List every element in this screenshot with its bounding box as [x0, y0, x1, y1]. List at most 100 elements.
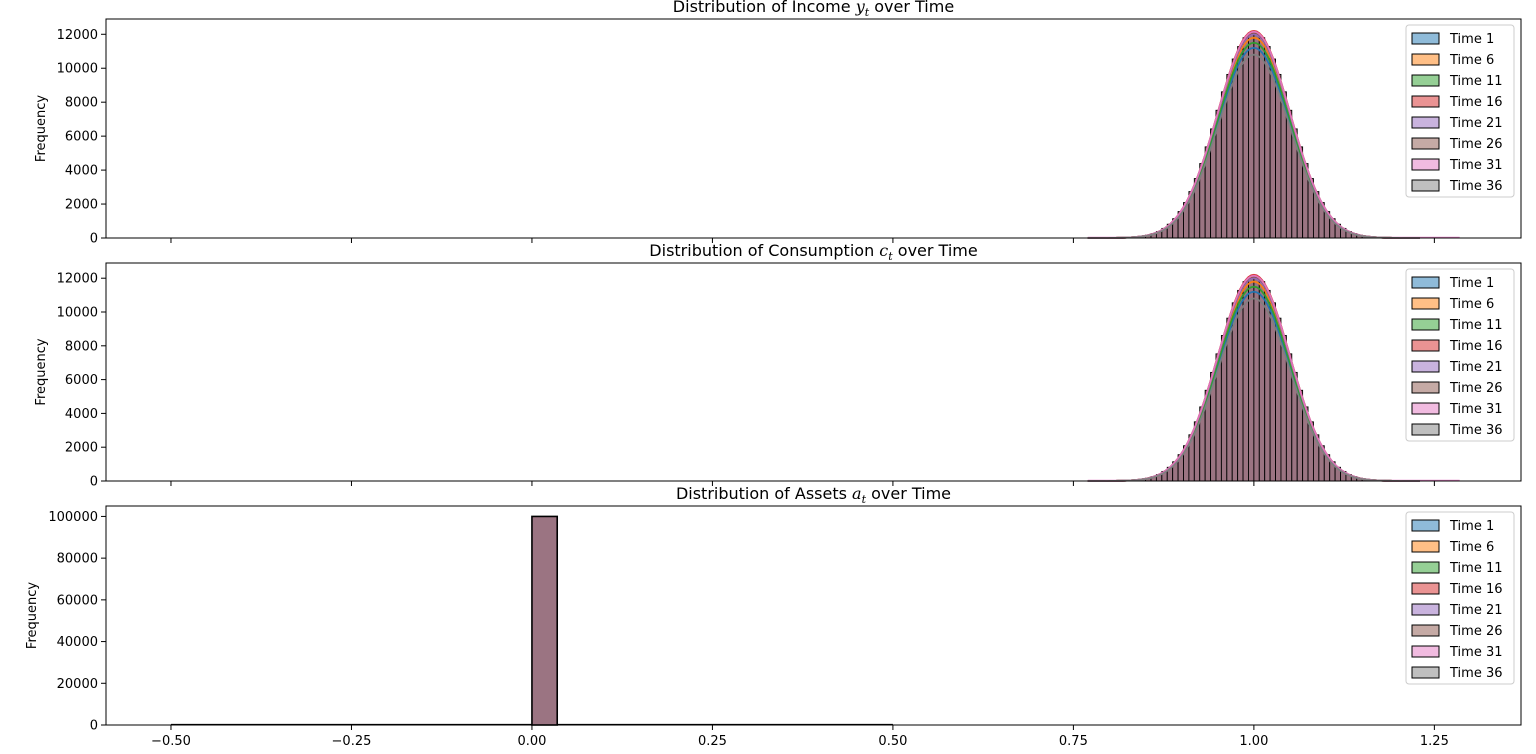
legend-swatch — [1411, 95, 1440, 108]
legend-label: Time 31 — [1449, 402, 1503, 417]
title-variable: a — [852, 484, 862, 503]
histogram-bar — [1248, 276, 1255, 482]
histogram-bar — [1237, 289, 1244, 482]
legend-label: Time 16 — [1449, 582, 1503, 597]
title-text: Distribution of Assets — [676, 484, 852, 503]
title-subscript: t — [865, 6, 870, 19]
y-tick-label: 6000 — [65, 130, 98, 145]
y-tick-label: 40000 — [57, 635, 98, 650]
consumption-histogram-panel: Distribution of Consumption ct over Time… — [34, 241, 1522, 490]
legend-label: Time 31 — [1449, 645, 1503, 660]
legend-label: Time 11 — [1449, 561, 1503, 576]
y-tick-label: 10000 — [57, 62, 98, 77]
histogram-bar — [1264, 46, 1271, 239]
title-text: Distribution of Income — [673, 0, 856, 16]
y-tick-label: 8000 — [65, 96, 98, 111]
legend-label: Time 1 — [1449, 276, 1494, 291]
title-subscript: t — [862, 493, 867, 506]
plot-title: Distribution of Consumption ct over Time — [649, 241, 977, 263]
x-tick-label: −0.25 — [332, 734, 372, 749]
legend-swatch — [1411, 179, 1440, 192]
title-text: Distribution of Consumption — [649, 241, 879, 260]
legend-box — [1405, 511, 1515, 685]
y-tick-label: 8000 — [65, 339, 98, 354]
legend-label: Time 11 — [1449, 74, 1503, 89]
y-axis-label: Frequency — [25, 582, 40, 649]
legend-swatch — [1411, 74, 1440, 87]
legend-swatch — [1411, 561, 1440, 574]
legend-swatch — [1411, 519, 1440, 532]
x-tick-label: 0.75 — [1059, 734, 1088, 749]
legend-label: Time 36 — [1449, 666, 1503, 681]
kde-curve — [1087, 53, 1420, 239]
y-axis-label: Frequency — [34, 95, 49, 162]
assets-histogram-panel: Distribution of Assets at over Time Frequ… — [25, 484, 1522, 749]
histogram-bar — [1242, 37, 1249, 239]
legend-swatch — [1411, 624, 1440, 637]
y-tick-label: 12000 — [57, 28, 98, 43]
title-text: over Time — [893, 241, 978, 260]
title-variable: y — [855, 0, 866, 16]
y-tick-label: 80000 — [57, 552, 98, 567]
histogram-bar — [1248, 32, 1255, 239]
legend-swatch — [1411, 318, 1440, 331]
plot-title: Distribution of Assets at over Time — [676, 484, 951, 506]
axes-frame — [105, 505, 1522, 726]
legend-label: Time 26 — [1449, 381, 1503, 396]
title-variable: c — [879, 241, 888, 260]
legend-swatch — [1411, 116, 1440, 129]
y-tick-label: 4000 — [65, 407, 98, 422]
legend-swatch — [1411, 297, 1440, 310]
title-text: over Time — [869, 0, 954, 16]
histogram-bar — [1258, 281, 1266, 482]
title-text: over Time — [866, 484, 951, 503]
histogram-bar — [1242, 281, 1249, 482]
x-tick-label: 1.00 — [1239, 734, 1268, 749]
x-tick-label: 0.25 — [698, 734, 727, 749]
legend-swatch — [1411, 381, 1440, 394]
legend-label: Time 21 — [1449, 116, 1503, 131]
legend-label: Time 21 — [1449, 603, 1503, 618]
legend-label: Time 6 — [1449, 540, 1494, 555]
legend-label: Time 36 — [1449, 179, 1503, 194]
histogram-bar — [1253, 32, 1260, 239]
legend-label: Time 26 — [1449, 624, 1503, 639]
histogram-bar — [531, 515, 559, 726]
legend-box — [1405, 24, 1515, 198]
y-tick-label: 0 — [90, 232, 98, 247]
legend-swatch — [1411, 540, 1440, 553]
legend-swatch — [1411, 32, 1440, 45]
y-tick-label: 6000 — [65, 373, 98, 388]
y-tick-label: 0 — [90, 475, 98, 490]
histogram-bar — [1231, 58, 1239, 239]
y-tick-label: 10000 — [57, 306, 98, 321]
legend-label: Time 31 — [1449, 158, 1503, 173]
histogram-bar — [1269, 58, 1276, 239]
legend-label: Time 16 — [1449, 95, 1503, 110]
y-tick-label: 60000 — [57, 593, 98, 608]
histogram-bar — [1258, 37, 1266, 239]
legend-swatch — [1411, 53, 1440, 66]
legend-swatch — [1411, 276, 1440, 289]
histogram-bar — [1231, 302, 1239, 482]
legend-swatch — [1411, 666, 1440, 679]
legend-label: Time 36 — [1449, 423, 1503, 438]
x-tick-label: −0.50 — [151, 734, 191, 749]
legend-label: Time 21 — [1449, 360, 1503, 375]
y-tick-label: 20000 — [57, 677, 98, 692]
legend-swatch — [1411, 423, 1440, 436]
x-tick-label: 0.50 — [878, 734, 907, 749]
income-histogram-panel: Distribution of Income yt over Time Frequ… — [34, 0, 1522, 247]
legend-swatch — [1411, 402, 1440, 415]
legend-swatch — [1411, 603, 1440, 616]
y-tick-label: 2000 — [65, 198, 98, 213]
y-tick-label: 100000 — [48, 510, 98, 525]
legend-label: Time 6 — [1449, 53, 1494, 68]
y-tick-label: 0 — [90, 719, 98, 734]
legend-swatch — [1411, 360, 1440, 373]
y-axis-label: Frequency — [34, 338, 49, 405]
legend-swatch — [1411, 645, 1440, 658]
legend-box — [1405, 268, 1515, 442]
histogram-bar — [1237, 46, 1244, 239]
